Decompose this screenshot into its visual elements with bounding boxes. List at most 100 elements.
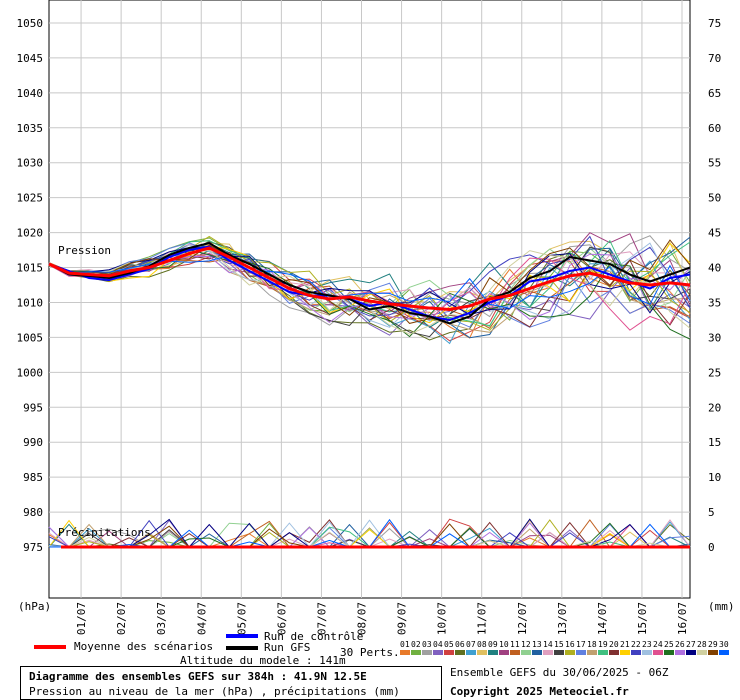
series-line-0: [48, 246, 691, 311]
pert-legend-number: 25: [664, 640, 674, 649]
pert-legend-swatch: [675, 650, 685, 655]
x-tick-label: 03/07: [155, 602, 168, 635]
pert-legend-number: 09: [488, 640, 498, 649]
pert-legend-swatch: [653, 650, 663, 655]
x-tick-label: 13/07: [556, 602, 569, 635]
left-tick-label: 975: [23, 541, 43, 554]
pert-legend-number: 18: [587, 640, 597, 649]
pert-legend-number: 07: [466, 640, 476, 649]
pert-legend-number: 14: [543, 640, 553, 649]
legend-mean-swatch: [34, 645, 66, 649]
pert-legend-swatch: [620, 650, 630, 655]
right-tick-label: 10: [708, 471, 721, 484]
pert-legend-swatch: [433, 650, 443, 655]
pert-line-21: [48, 242, 691, 324]
x-tick-label: 06/07: [275, 602, 288, 635]
pert-legend-swatch: [631, 650, 641, 655]
pert-legend-number: 20: [609, 640, 619, 649]
pert-legend-number: 03: [422, 640, 432, 649]
pert-legend-number: 10: [499, 640, 509, 649]
pert-legend-swatch: [708, 650, 718, 655]
footer-title: Diagramme des ensembles GEFS sur 384h : …: [29, 670, 367, 683]
pert-legend-swatch: [444, 650, 454, 655]
pert-legend-number: 15: [554, 640, 564, 649]
right-tick-label: 15: [708, 436, 721, 449]
left-tick-label: 1000: [17, 366, 44, 379]
left-tick-label: 995: [23, 401, 43, 414]
legend-altitude: Altitude du modele : 141m: [180, 654, 346, 667]
pert-legend-swatch: [466, 650, 476, 655]
left-tick-label: 1035: [17, 122, 44, 135]
x-tick-label: 02/07: [115, 602, 128, 635]
pert-legend-swatch: [411, 650, 421, 655]
pert-legend-swatch: [565, 650, 575, 655]
pert-legend-number: 02: [411, 640, 421, 649]
pert-legend-number: 19: [598, 640, 608, 649]
pert-legend-swatch: [400, 650, 410, 655]
pert-legend-number: 29: [708, 640, 718, 649]
pert-legend-number: 13: [532, 640, 542, 649]
pert-legend-number: 08: [477, 640, 487, 649]
x-tick-label: 12/07: [516, 602, 529, 635]
left-tick-label: 990: [23, 436, 43, 449]
pert-legend-swatch: [510, 650, 520, 655]
right-tick-label: 60: [708, 122, 721, 135]
pert-legend-number: 12: [521, 640, 531, 649]
pert-legend-number: 28: [697, 640, 707, 649]
pert-legend-number: 27: [686, 640, 696, 649]
pert-legend-swatch: [488, 650, 498, 655]
x-tick-label: 07/07: [315, 602, 328, 635]
pert-legend-swatch: [719, 650, 729, 655]
pert-line-17: [48, 242, 691, 328]
pert-legend-swatch: [686, 650, 696, 655]
pert-legend-number: 04: [433, 640, 443, 649]
pert-legend-swatch: [422, 650, 432, 655]
footer-box: Diagramme des ensembles GEFS sur 384h : …: [20, 666, 442, 700]
left-tick-label: 980: [23, 506, 43, 519]
right-tick-label: 65: [708, 87, 721, 100]
pert-line-6: [48, 250, 691, 341]
right-tick-label: 75: [708, 17, 721, 30]
main-series-lines: [48, 242, 691, 549]
pert-legend-number: 01: [400, 640, 410, 649]
perturbation-legend: 01 02 03 04 05 06 07 08 09 10 11 12 13 14 15 16 17 18 19 20…: [400, 640, 730, 660]
pert-legend-swatch: [532, 650, 542, 655]
pert-legend-swatch: [499, 650, 509, 655]
x-tick-label: 01/07: [75, 602, 88, 635]
legend-gfs-swatch: [226, 646, 258, 650]
x-tick-label: 10/07: [436, 602, 449, 635]
left-axis-unit: (hPa): [18, 600, 51, 613]
pert-legend-swatch: [521, 650, 531, 655]
pert-line-29: [48, 239, 691, 324]
pert-legend-number: 06: [455, 640, 465, 649]
pert-legend-swatch: [664, 650, 674, 655]
pert-legend-swatch: [554, 650, 564, 655]
pert-line-25: [48, 249, 691, 340]
left-tick-label: 1040: [17, 87, 44, 100]
pert-legend-swatch: [455, 650, 465, 655]
pert-legend-swatch: [642, 650, 652, 655]
pert-legend-number: 21: [620, 640, 630, 649]
x-tick-label: 11/07: [476, 602, 489, 635]
annotation-pression: Pression: [58, 244, 111, 257]
pert-legend-swatch: [587, 650, 597, 655]
left-tick-label: 1015: [17, 262, 44, 275]
x-tick-label: 15/07: [636, 602, 649, 635]
right-tick-label: 0: [708, 541, 715, 554]
run-info: Ensemble GEFS du 30/06/2025 - 06Z: [450, 666, 669, 679]
left-tick-label: 1020: [17, 227, 44, 240]
pert-legend-number: 11: [510, 640, 520, 649]
right-tick-label: 55: [708, 157, 721, 170]
legend-mean-label: Moyenne des scénarios: [74, 640, 214, 653]
left-axis-ticks: 1050 1045 1040 1035 1030 1025 1020 1015 1010 1005…: [17, 17, 44, 554]
right-axis-unit: (mm): [708, 600, 735, 613]
pert-legend-number: 05: [444, 640, 454, 649]
left-tick-label: 1030: [17, 157, 44, 170]
pert-legend-number: 24: [653, 640, 663, 649]
legend-control-swatch: [226, 634, 258, 638]
x-tick-label: 09/07: [396, 602, 409, 635]
annotation-precip: Précipitations: [58, 526, 151, 539]
x-tick-label: 08/07: [356, 602, 369, 635]
